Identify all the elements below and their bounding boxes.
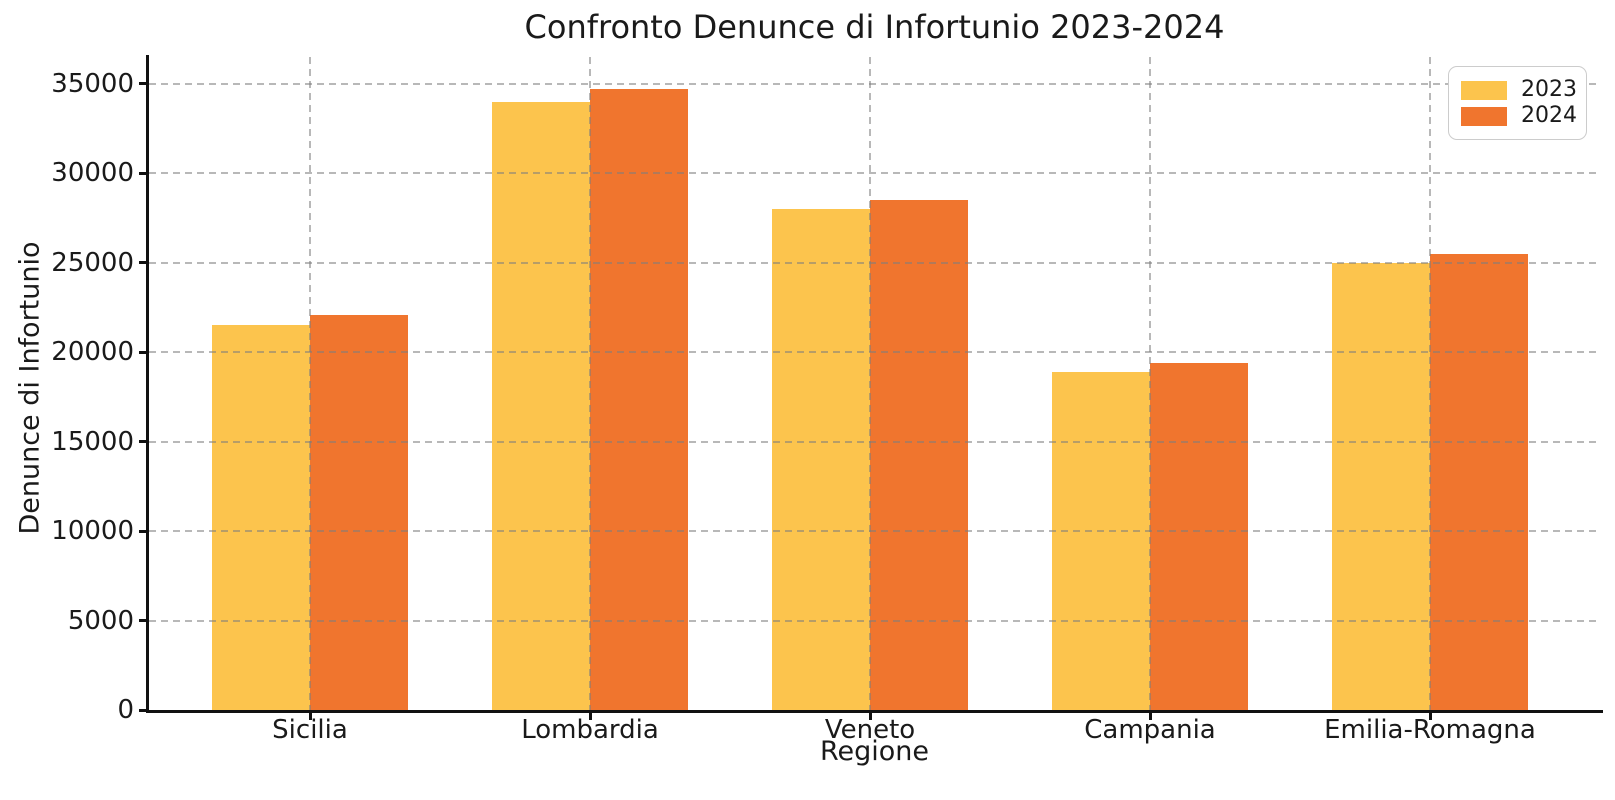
gridline-horizontal-25000 (149, 261, 1600, 264)
bar-sicilia-2024 (310, 314, 408, 710)
y-tick-label-5000: 5000 (67, 605, 134, 636)
legend: 2023 2024 (1448, 66, 1587, 140)
gridline-horizontal-15000 (149, 440, 1600, 443)
x-tick-label-veneto: Veneto (824, 715, 916, 745)
gridline-horizontal-30000 (149, 172, 1600, 175)
gridline-vertical-sicilia (309, 57, 311, 710)
gridline-vertical-lombardia (589, 57, 591, 710)
y-tick-mark-10000 (139, 529, 149, 533)
gridline-horizontal-20000 (149, 351, 1600, 354)
x-tick-mark-veneto (868, 710, 872, 720)
y-tick-mark-25000 (139, 261, 149, 265)
y-tick-label-0: 0 (117, 695, 134, 725)
bar-sicilia-2023 (212, 325, 310, 710)
bar-lombardia-2023 (492, 101, 590, 710)
legend-label-2024: 2024 (1521, 103, 1577, 128)
y-axis-label: Denunce di Infortunio (14, 241, 46, 535)
legend-entry-2024: 2024 (1461, 103, 1577, 128)
bar-lombardia-2024 (590, 89, 688, 710)
legend-swatch-2023 (1461, 80, 1507, 100)
legend-entry-2023: 2023 (1461, 77, 1577, 102)
y-tick-mark-30000 (139, 171, 149, 175)
gridline-vertical-emilia-romagna (1429, 57, 1431, 710)
y-tick-mark-35000 (139, 82, 149, 86)
legend-swatch-2024 (1461, 106, 1507, 126)
y-tick-label-15000: 15000 (51, 426, 134, 457)
y-tick-mark-0 (139, 708, 149, 712)
bar-emilia-romagna-2024 (1430, 253, 1528, 710)
y-tick-label-20000: 20000 (51, 337, 134, 368)
y-tick-label-10000: 10000 (51, 516, 134, 547)
y-tick-label-30000: 30000 (51, 158, 134, 189)
x-tick-label-campania: Campania (1084, 715, 1216, 745)
y-tick-label-35000: 35000 (51, 68, 134, 99)
x-axis-label: Regione (819, 736, 930, 767)
y-tick-mark-15000 (139, 440, 149, 444)
x-tick-label-sicilia: Sicilia (272, 715, 348, 745)
bar-campania-2023 (1052, 371, 1150, 710)
bar-emilia-romagna-2023 (1332, 262, 1430, 710)
bar-veneto-2023 (772, 209, 870, 710)
legend-label-2023: 2023 (1521, 77, 1577, 102)
gridline-vertical-veneto (869, 57, 871, 710)
x-tick-mark-campania (1148, 710, 1152, 720)
x-tick-label-lombardia: Lombardia (521, 715, 659, 745)
plot-area (149, 57, 1600, 710)
gridline-horizontal-5000 (149, 619, 1600, 622)
y-tick-label-25000: 25000 (51, 247, 134, 278)
x-tick-mark-lombardia (588, 710, 592, 720)
y-axis-spine (146, 55, 149, 713)
gridline-horizontal-10000 (149, 530, 1600, 533)
chart-title: Confronto Denunce di Infortunio 2023-202… (524, 8, 1225, 46)
x-tick-label-emilia-romagna: Emilia-Romagna (1324, 715, 1536, 745)
x-axis-spine (146, 710, 1603, 713)
gridline-vertical-campania (1149, 57, 1151, 710)
x-tick-mark-emilia-romagna (1428, 710, 1432, 720)
bar-campania-2024 (1150, 362, 1248, 710)
bar-veneto-2024 (870, 200, 968, 710)
x-tick-mark-sicilia (308, 710, 312, 720)
y-tick-mark-5000 (139, 619, 149, 623)
gridline-horizontal-35000 (149, 82, 1600, 85)
y-tick-mark-20000 (139, 350, 149, 354)
